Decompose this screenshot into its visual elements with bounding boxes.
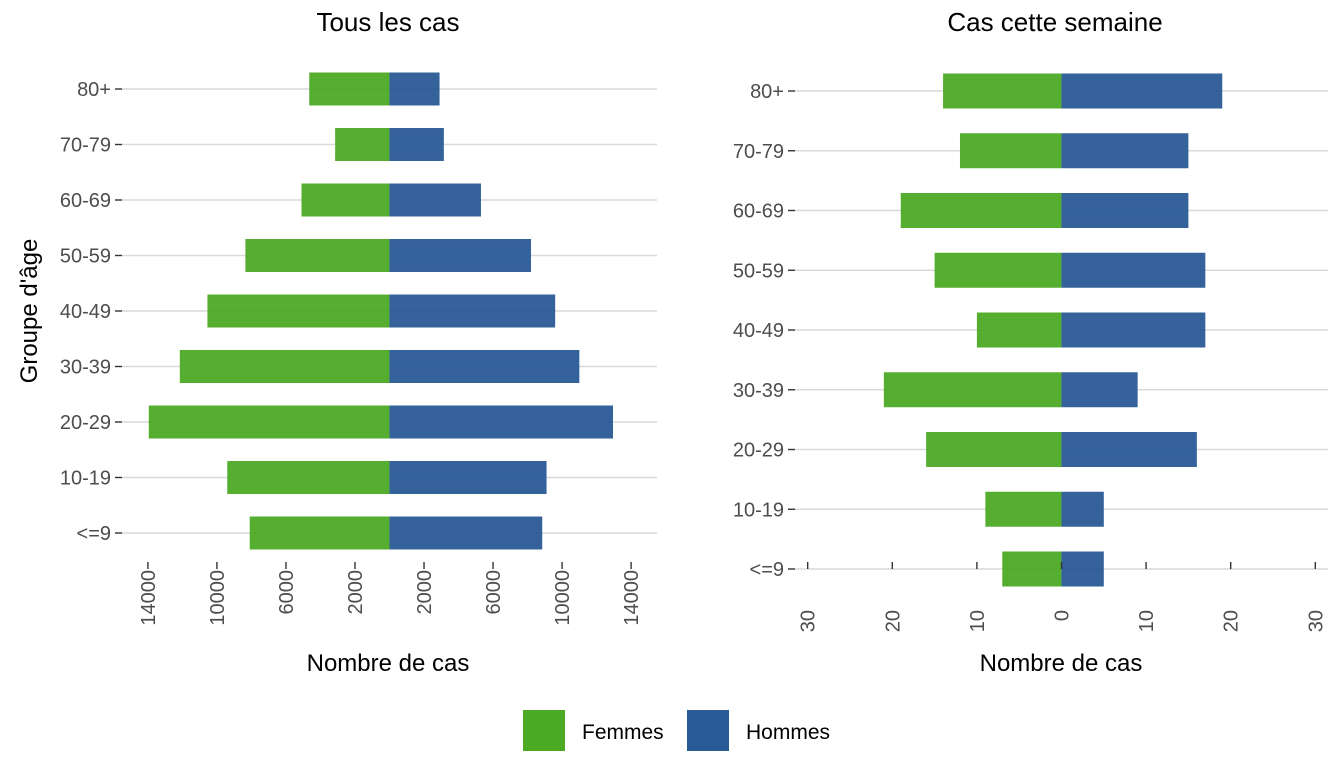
y-tick-label: 70-79	[733, 141, 784, 163]
bar-hommes	[389, 516, 543, 550]
x-tick-label: 2000	[345, 570, 367, 615]
bar-femmes	[249, 516, 390, 550]
bar-hommes	[1061, 312, 1206, 348]
bar-femmes	[309, 72, 390, 106]
y-tick-label: <=9	[750, 559, 784, 581]
bar-femmes	[943, 73, 1062, 109]
bar-hommes	[389, 461, 547, 494]
bar-hommes	[1061, 73, 1223, 109]
x-tick-label: 10000	[552, 570, 574, 626]
y-tick-label: 30-39	[60, 357, 111, 379]
bar-femmes	[335, 128, 390, 161]
bar-femmes	[926, 432, 1062, 467]
x-tick-label: 20	[1221, 610, 1243, 632]
x-axis-title: Nombre de cas	[980, 650, 1143, 677]
y-tick-label: 50-59	[733, 260, 784, 282]
x-axis-title: Nombre de cas	[307, 650, 470, 677]
bar-hommes	[389, 239, 532, 272]
chart-title: Cas cette semaine	[947, 7, 1162, 37]
bars	[883, 73, 1223, 587]
bar-femmes	[207, 294, 390, 328]
y-tick-label: 50-59	[60, 246, 111, 268]
bar-hommes	[1061, 193, 1189, 228]
panel-tous-les-cas: Tous les cas <=9 10-19 20-29 30-39 40-49 50-5…	[16, 7, 657, 677]
x-tick-label: 14000	[138, 570, 160, 626]
y-tick-label: 10-19	[60, 468, 111, 490]
y-tick-label: 70-79	[60, 135, 111, 157]
x-tick-label: 30	[1305, 610, 1327, 632]
legend-label-femmes: Femmes	[582, 721, 664, 744]
x-tick-label: 10	[1136, 610, 1158, 632]
bar-hommes	[389, 405, 613, 439]
x-tick-label: 0	[1052, 610, 1074, 621]
bar-femmes	[959, 133, 1062, 169]
y-tick-label: 20-29	[733, 440, 784, 462]
x-tick-label: 6000	[276, 570, 298, 615]
bar-hommes	[389, 183, 481, 217]
y-tick-label: 60-69	[733, 201, 784, 223]
bar-femmes	[301, 183, 390, 217]
bar-femmes	[934, 252, 1062, 288]
y-tick-label: 80+	[77, 79, 111, 101]
x-axis-ticks: 30 20 10 0 10 20 30	[798, 562, 1327, 632]
x-tick-label: 10000	[207, 570, 229, 626]
panel-cas-cette-semaine: Cas cette semaine <=9 10-19 20-29 30-39 40-4…	[733, 7, 1328, 677]
bar-hommes	[1061, 133, 1189, 169]
bar-hommes	[389, 72, 440, 106]
bar-hommes	[1061, 551, 1104, 587]
bar-femmes	[245, 239, 390, 272]
y-axis-title: Groupe d'âge	[16, 239, 43, 384]
legend-label-hommes: Hommes	[746, 721, 830, 744]
legend: Femmes Hommes	[523, 710, 830, 751]
y-tick-label: 10-19	[733, 499, 784, 521]
bar-hommes	[389, 128, 444, 161]
y-axis-ticks: <=9 10-19 20-29 30-39 40-49 50-59 60-69 70-79 80…	[733, 81, 795, 581]
y-tick-label: 80+	[750, 81, 784, 103]
x-tick-label: 10	[967, 610, 989, 632]
bars	[148, 72, 613, 550]
x-tick-label: 2000	[414, 570, 436, 615]
y-tick-label: 40-49	[60, 301, 111, 323]
y-tick-label: 20-29	[60, 412, 111, 434]
y-tick-label: 30-39	[733, 380, 784, 402]
x-tick-label: 6000	[483, 570, 505, 615]
bar-hommes	[1061, 432, 1197, 467]
y-tick-label: 60-69	[60, 190, 111, 212]
legend-swatch-femmes	[523, 710, 565, 751]
bar-hommes	[389, 350, 580, 383]
bar-femmes	[900, 193, 1062, 228]
y-tick-label: <=9	[77, 523, 111, 545]
bar-femmes	[1002, 551, 1062, 587]
bar-femmes	[227, 461, 390, 494]
bar-femmes	[179, 350, 390, 383]
bar-hommes	[1061, 491, 1104, 527]
legend-swatch-hommes	[687, 710, 729, 751]
y-axis-ticks: <=9 10-19 20-29 30-39 40-49 50-59 60-69 70-79 80…	[60, 79, 122, 545]
bar-hommes	[1061, 252, 1206, 288]
x-tick-label: 30	[798, 610, 820, 632]
bar-femmes	[976, 312, 1062, 348]
bar-hommes	[1061, 372, 1138, 408]
y-tick-label: 40-49	[733, 320, 784, 342]
chart-title: Tous les cas	[316, 7, 459, 37]
x-tick-label: 20	[882, 610, 904, 632]
bar-femmes	[148, 405, 390, 439]
bar-hommes	[389, 294, 556, 328]
bar-femmes	[883, 372, 1062, 408]
x-tick-label: 14000	[621, 570, 643, 626]
x-axis-ticks: 14000 10000 6000 2000 2000 6000 10000 14000	[138, 562, 643, 626]
bar-femmes	[985, 491, 1062, 527]
